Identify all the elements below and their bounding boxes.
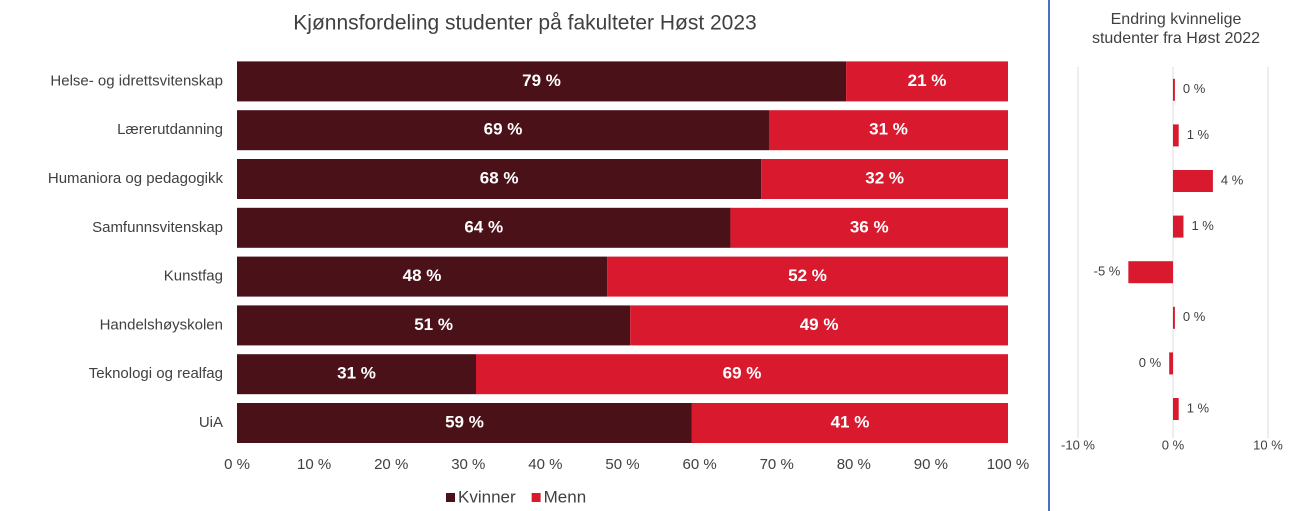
legend-label: Kvinner [458,487,516,506]
data-label: 51 % [414,315,453,334]
legend-swatch [531,493,541,502]
data-label: 21 % [908,71,947,90]
y-tick-label: Lærerutdanning [117,121,223,138]
bar [237,207,731,248]
bar [1128,261,1173,284]
y-tick-label: Handelshøyskolen [100,316,223,333]
x-tick-label: 30 % [451,456,485,473]
data-label: 68 % [480,168,519,187]
data-label: 31 % [869,120,908,139]
bar [1169,352,1173,375]
bar [730,207,1008,248]
y-tick-label: Helse- og idrettsvitenskap [50,72,223,89]
data-label: 1 % [1187,127,1210,142]
data-label: 49 % [800,315,839,334]
bar [1173,78,1175,101]
x-tick-label: -10 % [1061,437,1095,452]
bar [761,159,1008,199]
bar [237,403,692,443]
x-tick-label: 0 % [1162,437,1185,452]
legend-label: Menn [544,487,587,506]
bar [237,61,847,102]
x-tick-label: 10 % [1253,437,1283,452]
bar [237,354,477,395]
y-tick-label: Kunstfag [164,268,223,285]
bar [630,305,1008,346]
data-label: 36 % [850,217,889,236]
legend-swatch [446,493,455,502]
y-tick-label: UiA [199,414,223,431]
y-tick-label: Samfunnsvitenskap [92,219,223,236]
data-label: 31 % [337,364,376,383]
data-label: 1 % [1191,218,1214,233]
x-tick-label: 60 % [682,456,716,473]
x-tick-label: 20 % [374,456,408,473]
chart-title: Kjønnsfordeling studenter på fakulteter … [293,12,756,35]
data-label: 52 % [788,266,827,285]
data-label: 0 % [1183,81,1206,96]
bar [1173,170,1213,192]
bar [1173,215,1184,238]
bar [1173,306,1175,329]
bar [1173,398,1179,420]
data-label: 0 % [1139,355,1162,370]
bar [237,159,762,199]
data-label: 0 % [1183,309,1206,324]
chart-title: Endring kvinnelige studenter fra Høst 20… [1091,11,1261,47]
x-tick-label: 10 % [297,456,331,473]
y-tick-label: Humaniora og pedagogikk [48,170,224,187]
x-tick-label: 90 % [914,456,948,473]
x-tick-label: 70 % [760,456,794,473]
data-label: 79 % [522,71,561,90]
bar [237,256,608,297]
data-label: 48 % [403,266,442,285]
x-tick-label: 80 % [837,456,871,473]
bar [607,256,1008,297]
bar [476,354,1008,395]
bar [768,110,1008,151]
data-label: 64 % [464,217,503,236]
data-label: -5 % [1094,264,1121,279]
bar [237,305,631,346]
data-label: 69 % [484,120,523,139]
bar [691,403,1008,443]
y-tick-label: Teknologi og realfag [89,365,223,382]
x-tick-label: 40 % [528,456,562,473]
data-label: 4 % [1221,172,1244,187]
x-tick-label: 100 % [987,456,1030,473]
bar [1173,124,1179,147]
bar [237,110,769,151]
x-tick-label: 50 % [605,456,639,473]
data-label: 32 % [865,168,904,187]
data-label: 69 % [723,364,762,383]
bar [846,61,1008,102]
x-tick-label: 0 % [224,456,250,473]
data-label: 59 % [445,412,484,431]
data-label: 1 % [1187,400,1210,415]
data-label: 41 % [831,412,870,431]
